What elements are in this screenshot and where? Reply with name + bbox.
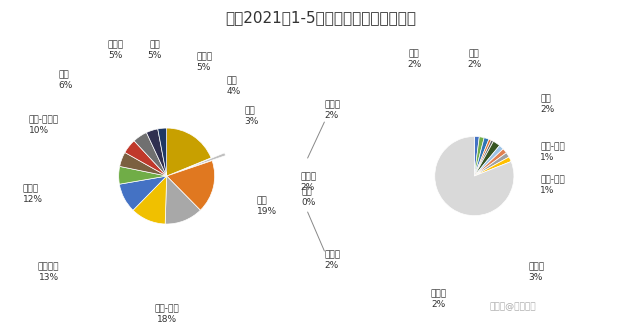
Text: 井口-双碑
1%: 井口-双碑 1% <box>540 175 565 195</box>
Wedge shape <box>474 139 491 176</box>
Wedge shape <box>167 161 215 210</box>
Wedge shape <box>474 157 511 176</box>
Text: 两路-空港
18%: 两路-空港 18% <box>154 304 179 324</box>
Wedge shape <box>474 153 509 176</box>
Text: 涪陵区
2%: 涪陵区 2% <box>324 100 340 120</box>
Text: 其他
19%: 其他 19% <box>256 196 277 216</box>
Wedge shape <box>474 137 479 176</box>
Wedge shape <box>435 137 514 215</box>
Text: 搜狐号@中科财金: 搜狐号@中科财金 <box>490 302 536 311</box>
Wedge shape <box>180 153 226 171</box>
Wedge shape <box>134 133 167 176</box>
Text: 建桥-钓鱼嘴
10%: 建桥-钓鱼嘴 10% <box>29 115 59 135</box>
Wedge shape <box>133 176 167 224</box>
Text: 大学城
12%: 大学城 12% <box>22 184 43 204</box>
Text: 茶园
6%: 茶园 6% <box>59 70 73 90</box>
Text: 鹭鸶
3%: 鹭鸶 3% <box>245 106 259 126</box>
Text: 南坪
2%: 南坪 2% <box>540 94 554 114</box>
Wedge shape <box>474 149 506 176</box>
Text: 荣昌区
2%: 荣昌区 2% <box>301 172 317 192</box>
Wedge shape <box>165 176 201 224</box>
Wedge shape <box>474 145 503 176</box>
Wedge shape <box>119 176 167 210</box>
Wedge shape <box>146 129 167 176</box>
Text: 板块
0%: 板块 0% <box>302 187 316 207</box>
Wedge shape <box>125 141 167 176</box>
Wedge shape <box>474 138 489 176</box>
Wedge shape <box>474 140 494 176</box>
Text: 石桥铺
3%: 石桥铺 3% <box>528 262 544 282</box>
Text: 回兴
2%: 回兴 2% <box>467 49 481 69</box>
Text: 图：2021年1-5月重庆宅地成交板块分布: 图：2021年1-5月重庆宅地成交板块分布 <box>225 10 416 25</box>
Text: 龙兴
2%: 龙兴 2% <box>407 49 422 69</box>
Text: 杨家坪
2%: 杨家坪 2% <box>430 289 446 309</box>
Text: 中央公园
13%: 中央公园 13% <box>37 262 59 282</box>
Wedge shape <box>119 166 167 184</box>
Wedge shape <box>474 137 484 176</box>
Wedge shape <box>474 141 499 176</box>
Wedge shape <box>158 128 167 176</box>
Text: 江津区
2%: 江津区 2% <box>324 250 340 270</box>
Text: 璧山区
5%: 璧山区 5% <box>197 52 213 72</box>
Wedge shape <box>167 128 211 176</box>
Text: 南彭-界石
1%: 南彭-界石 1% <box>540 142 565 162</box>
Text: 蔡家
5%: 蔡家 5% <box>147 40 162 60</box>
Text: 铜梁区
5%: 铜梁区 5% <box>108 40 124 60</box>
Wedge shape <box>120 153 167 176</box>
Text: 西永
4%: 西永 4% <box>227 76 241 96</box>
